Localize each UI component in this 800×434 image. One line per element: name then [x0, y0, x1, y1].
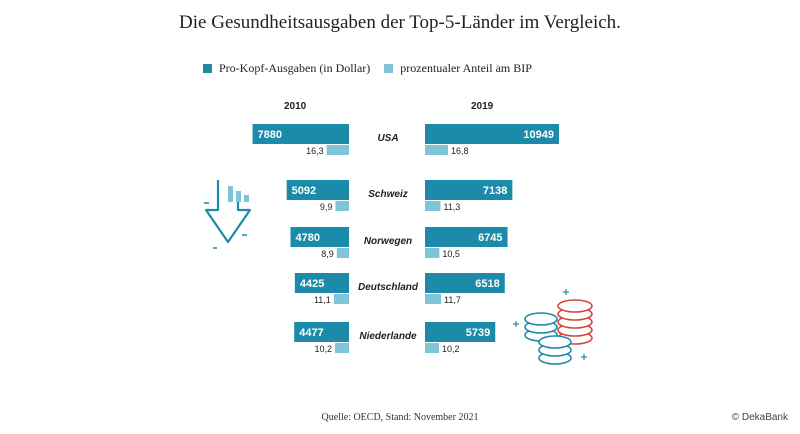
- label-2019-gdp-schweiz: 11,3: [443, 202, 460, 212]
- year-label-2019: 2019: [471, 101, 494, 112]
- year-label-2010: 2010: [284, 101, 307, 112]
- bar-2010-spend-niederlande: [294, 322, 349, 342]
- bar-2010-gdp-norwegen: [336, 248, 349, 258]
- legend-label-gdp: prozentualer Anteil am BIP: [400, 61, 532, 75]
- bar-2010-spend-schweiz: [286, 180, 349, 200]
- legend-swatch-spend: [203, 64, 212, 73]
- label-2019-gdp-norwegen: 10,5: [442, 249, 460, 259]
- bar-2019-spend-norwegen: [425, 227, 508, 247]
- legend-item-spend: Pro-Kopf-Ausgaben (in Dollar): [203, 61, 370, 76]
- legend-item-gdp: prozentualer Anteil am BIP: [384, 61, 532, 76]
- bar-2019-spend-niederlande: [425, 322, 496, 342]
- coin-stacks-icon: [513, 289, 593, 365]
- label-2010-spend-schweiz: 5092: [292, 185, 316, 197]
- bar-2010-spend-deutschland: [294, 273, 349, 293]
- label-2019-spend-usa: 10949: [523, 129, 554, 141]
- label-2010-spend-deutschland: 4425: [300, 278, 324, 290]
- legend-label-spend: Pro-Kopf-Ausgaben (in Dollar): [219, 61, 371, 75]
- label-2010-spend-niederlande: 4477: [299, 327, 323, 339]
- bar-2019-gdp-norwegen: [425, 248, 440, 258]
- chart-title: Die Gesundheitsausgaben der Top-5-Länder…: [179, 12, 621, 33]
- down-arrow-chart-icon: [204, 180, 252, 249]
- country-label-norwegen: Norwegen: [364, 236, 412, 247]
- bar-2019-spend-schweiz: [425, 180, 513, 200]
- label-2010-spend-norwegen: 4780: [295, 232, 319, 244]
- label-2019-gdp-usa: 16,8: [451, 146, 469, 156]
- label-2019-spend-deutschland: 6518: [475, 278, 499, 290]
- bar-2010-gdp-deutschland: [333, 294, 349, 304]
- copyright: © DekaBank: [731, 412, 788, 423]
- label-2010-gdp-niederlande: 10,2: [315, 344, 333, 354]
- bar-2010-spend-norwegen: [290, 227, 349, 247]
- label-2019-gdp-niederlande: 10,2: [442, 344, 460, 354]
- bar-2019-gdp-usa: [425, 145, 448, 155]
- label-2019-spend-schweiz: 7138: [483, 185, 507, 197]
- label-2010-gdp-usa: 16,3: [306, 146, 324, 156]
- label-2010-gdp-deutschland: 11,1: [314, 295, 331, 305]
- legend-swatch-gdp: [384, 64, 394, 73]
- bar-2010-spend-usa: [252, 124, 349, 144]
- label-2010-gdp-norwegen: 8,9: [321, 249, 334, 259]
- label-2019-gdp-deutschland: 11,7: [444, 295, 461, 305]
- bar-2010-gdp-schweiz: [335, 201, 349, 211]
- country-label-schweiz: Schweiz: [368, 189, 407, 200]
- bar-2010-gdp-niederlande: [335, 343, 349, 353]
- country-label-usa: USA: [377, 133, 398, 144]
- bar-2019-gdp-niederlande: [425, 343, 439, 353]
- label-2010-spend-usa: 7880: [258, 129, 282, 141]
- label-2019-spend-norwegen: 6745: [478, 232, 502, 244]
- bar-2019-gdp-schweiz: [425, 201, 441, 211]
- label-2019-spend-niederlande: 5739: [466, 327, 490, 339]
- legend: Pro-Kopf-Ausgaben (in Dollar) prozentual…: [203, 61, 546, 76]
- bar-2010-gdp-usa: [326, 145, 349, 155]
- bar-2019-gdp-deutschland: [425, 294, 442, 304]
- country-label-deutschland: Deutschland: [358, 282, 419, 293]
- label-2010-gdp-schweiz: 9,9: [320, 202, 333, 212]
- country-label-niederlande: Niederlande: [359, 331, 417, 342]
- source-note: Quelle: OECD, Stand: November 2021: [321, 412, 479, 423]
- bar-2019-spend-deutschland: [425, 273, 505, 293]
- bar-2019-spend-usa: [425, 124, 559, 144]
